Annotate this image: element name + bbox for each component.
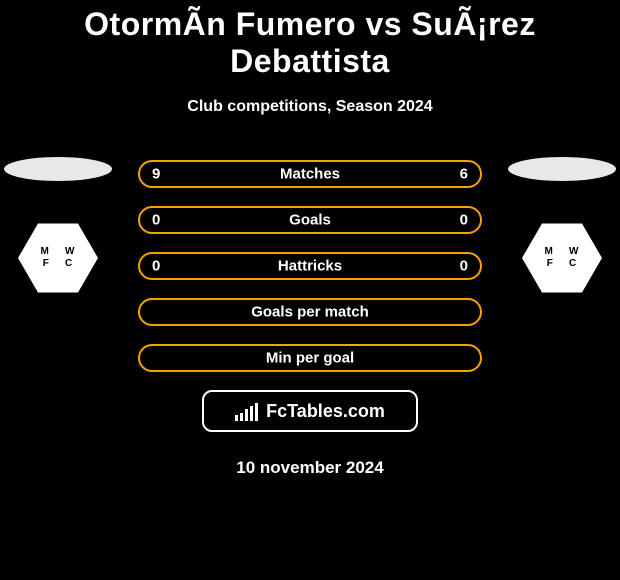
stat-right-value: 0 [460,212,468,229]
player-left: M W F C [4,160,112,301]
bars-icon [235,401,258,421]
country-flag-left [4,157,112,181]
country-flag-right [508,157,616,181]
stat-row-matches: 9 Matches 6 [138,160,482,188]
stat-right-value: 0 [460,258,468,275]
stat-left-value: 0 [152,258,160,275]
stat-label: Matches [280,166,340,183]
subtitle: Club competitions, Season 2024 [0,98,620,116]
stat-left-value: 9 [152,166,160,183]
stat-label: Goals per match [251,304,369,321]
stat-left-value: 0 [152,212,160,229]
club-badge-left: M W F C [8,215,108,301]
brand-text: FcTables.com [266,401,385,422]
stat-row-hattricks: 0 Hattricks 0 [138,252,482,280]
brand-watermark: FcTables.com [202,390,418,432]
page-title: OtormÃn Fumero vs SuÃ¡rez Debattista [0,0,620,80]
stat-right-value: 6 [460,166,468,183]
stat-rows: 9 Matches 6 0 Goals 0 0 Hattricks 0 Goal… [138,160,482,372]
club-badge-right: M W F C [512,215,612,301]
stat-label: Goals [289,212,331,229]
stat-label: Hattricks [278,258,342,275]
player-right: M W F C [508,160,616,301]
date-line: 10 november 2024 [0,458,620,478]
comparison-area: M W F C 9 Matches 6 0 Goals 0 0 Hattrick… [0,160,620,372]
stat-row-goals-per-match: Goals per match [138,298,482,326]
stat-row-min-per-goal: Min per goal [138,344,482,372]
stat-label: Min per goal [266,350,354,367]
stat-row-goals: 0 Goals 0 [138,206,482,234]
